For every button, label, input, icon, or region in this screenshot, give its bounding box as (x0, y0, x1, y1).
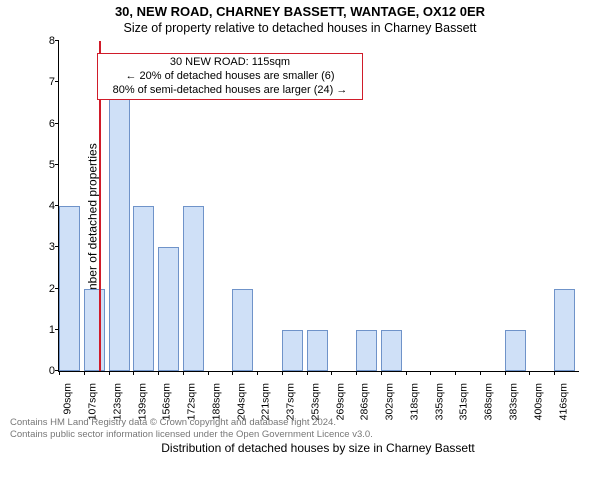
x-tick-mark (133, 371, 134, 375)
x-tick-mark (282, 371, 283, 375)
x-tick-mark (406, 371, 407, 375)
annotation-box: 30 NEW ROAD: 115sqm← 20% of detached hou… (97, 53, 363, 100)
x-tick-label: 335sqm (433, 383, 445, 420)
x-tick-label: 172sqm (185, 383, 197, 420)
x-tick-mark (505, 371, 506, 375)
x-axis-label: Distribution of detached houses by size … (58, 441, 578, 455)
x-tick-label: 416sqm (557, 383, 569, 420)
x-tick-mark (208, 371, 209, 375)
x-tick-mark (356, 371, 357, 375)
x-tick-mark (109, 371, 110, 375)
annotation-line-1: 30 NEW ROAD: 115sqm (104, 56, 356, 70)
x-tick-label: 253sqm (309, 383, 321, 420)
y-tick-label: 2 (31, 283, 55, 295)
footer-attribution: Contains HM Land Registry data © Crown c… (10, 417, 600, 441)
bar (109, 82, 130, 371)
plot-region: 01234567890sqm107sqm123sqm139sqm156sqm17… (58, 41, 579, 372)
x-tick-label: 383sqm (507, 383, 519, 420)
bar (381, 330, 402, 371)
x-tick-label: 107sqm (86, 383, 98, 420)
footer-line-2: Contains public sector information licen… (10, 429, 600, 441)
y-tick-label: 6 (31, 118, 55, 130)
x-tick-label: 139sqm (136, 383, 148, 420)
y-tick-label: 1 (31, 324, 55, 336)
bar (84, 289, 105, 372)
bar (554, 289, 575, 372)
x-tick-mark (84, 371, 85, 375)
bar (158, 247, 179, 371)
x-tick-mark (480, 371, 481, 375)
x-tick-label: 156sqm (161, 383, 173, 420)
y-tick-label: 4 (31, 200, 55, 212)
bar (59, 206, 80, 371)
x-tick-label: 400sqm (532, 383, 544, 420)
x-tick-label: 286sqm (359, 383, 371, 420)
x-tick-mark (257, 371, 258, 375)
bar (505, 330, 526, 371)
x-tick-label: 269sqm (334, 383, 346, 420)
x-tick-mark (59, 371, 60, 375)
annotation-line-2: ← 20% of detached houses are smaller (6) (104, 70, 356, 84)
chart-area: Number of detached properties 0123456789… (58, 41, 578, 411)
x-tick-label: 188sqm (210, 383, 222, 420)
x-tick-label: 90sqm (62, 383, 74, 415)
y-tick-label: 7 (31, 76, 55, 88)
x-tick-mark (381, 371, 382, 375)
bar (307, 330, 328, 371)
x-tick-mark (307, 371, 308, 375)
y-tick-label: 3 (31, 241, 55, 253)
annotation-line-3: 80% of semi-detached houses are larger (… (104, 84, 356, 98)
x-tick-mark (232, 371, 233, 375)
y-tick-label: 5 (31, 159, 55, 171)
x-tick-mark (554, 371, 555, 375)
x-tick-label: 302sqm (384, 383, 396, 420)
x-tick-label: 204sqm (235, 383, 247, 420)
chart-title: 30, NEW ROAD, CHARNEY BASSETT, WANTAGE, … (0, 4, 600, 19)
bar (183, 206, 204, 371)
x-tick-mark (430, 371, 431, 375)
bar (133, 206, 154, 371)
bar (232, 289, 253, 372)
chart-subtitle: Size of property relative to detached ho… (0, 21, 600, 35)
y-tick-label: 0 (31, 365, 55, 377)
x-tick-label: 237sqm (285, 383, 297, 420)
x-tick-mark (183, 371, 184, 375)
x-tick-mark (158, 371, 159, 375)
y-tick-mark (55, 40, 59, 41)
bar (282, 330, 303, 371)
x-tick-label: 318sqm (408, 383, 420, 420)
y-tick-mark (55, 164, 59, 165)
x-tick-label: 221sqm (260, 383, 272, 420)
x-tick-mark (529, 371, 530, 375)
x-tick-label: 123sqm (111, 383, 123, 420)
bar (356, 330, 377, 371)
x-tick-label: 351sqm (458, 383, 470, 420)
x-tick-mark (455, 371, 456, 375)
y-tick-mark (55, 123, 59, 124)
x-tick-label: 368sqm (483, 383, 495, 420)
y-tick-label: 8 (31, 35, 55, 47)
x-tick-mark (331, 371, 332, 375)
y-tick-mark (55, 81, 59, 82)
